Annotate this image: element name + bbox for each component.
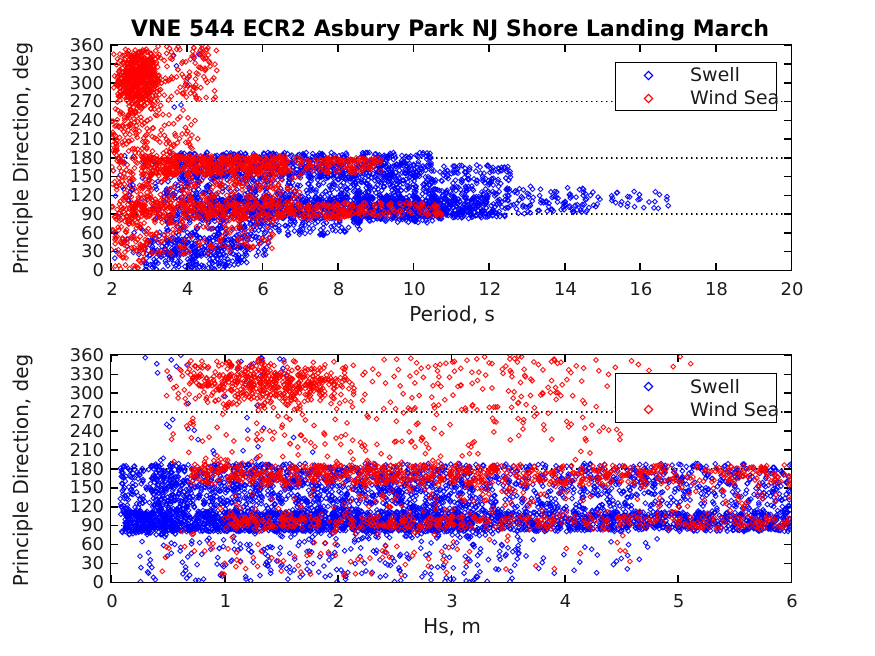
swell-diamond-marker-icon	[643, 381, 654, 392]
y-tick-label: 210	[69, 128, 104, 150]
wind-sea-diamond-marker-icon	[643, 404, 654, 415]
legend-item-wind-sea: Wind Sea	[616, 87, 780, 109]
y-tick-label: 270	[69, 91, 104, 113]
y-tick-label: 210	[69, 439, 104, 461]
y-tick-label: 90	[81, 515, 104, 537]
y-tick-label: 180	[69, 147, 104, 169]
y-tick-label: 300	[69, 72, 104, 94]
x-tick-label: 2	[332, 591, 345, 612]
top-legend: Swell Wind Sea	[615, 62, 780, 111]
y-tick-label: 30	[81, 553, 104, 575]
y-tick-label: 60	[81, 534, 104, 556]
y-tick-label: 360	[69, 345, 104, 366]
top-x-axis-label: Period, s	[409, 302, 495, 326]
bottom-x-axis-label: Hs, m	[423, 614, 481, 638]
x-tick-label: 0	[106, 591, 118, 612]
y-tick-label: 0	[92, 572, 104, 593]
x-tick-label: 16	[629, 279, 653, 300]
legend-item-swell: Swell	[616, 64, 776, 86]
y-tick-label: 150	[69, 166, 104, 188]
legend-item-swell: Swell	[616, 375, 776, 398]
x-tick-label: 6	[786, 591, 798, 612]
legend-label-swell: Swell	[690, 64, 740, 86]
bottom-legend: Swell Wind Sea	[615, 373, 780, 423]
legend-item-wind-sea: Wind Sea	[616, 398, 780, 421]
y-tick-label: 0	[92, 260, 104, 281]
x-tick-label: 12	[478, 279, 502, 300]
x-tick-label: 2	[106, 279, 118, 300]
legend-label-wind-sea: Wind Sea	[690, 398, 780, 421]
x-tick-label: 3	[446, 591, 458, 612]
x-tick-label: 10	[402, 279, 426, 300]
y-tick-label: 330	[69, 53, 104, 75]
top-y-axis-label: Principle Direction, deg	[9, 41, 33, 275]
legend-label-swell: Swell	[690, 375, 740, 398]
chart-title: VNE 544 ECR2 Asbury Park NJ Shore Landin…	[130, 17, 770, 42]
legend-label-wind-sea: Wind Sea	[690, 87, 780, 109]
x-tick-label: 1	[219, 591, 232, 612]
x-tick-label: 14	[553, 279, 577, 300]
x-tick-label: 20	[780, 279, 804, 300]
y-tick-label: 180	[69, 458, 104, 480]
x-tick-label: 5	[672, 591, 685, 612]
swell-diamond-marker-icon	[643, 69, 654, 81]
y-tick-label: 360	[69, 35, 104, 56]
bottom-y-axis-label: Principle Direction, deg	[9, 353, 33, 587]
x-tick-label: 4	[559, 591, 572, 612]
wind-sea-diamond-marker-icon	[643, 92, 654, 104]
y-tick-label: 60	[81, 222, 104, 244]
y-tick-label: 120	[69, 185, 104, 206]
x-tick-label: 18	[704, 279, 728, 300]
y-tick-label: 90	[81, 203, 104, 225]
y-tick-label: 30	[81, 241, 104, 263]
y-tick-label: 270	[69, 401, 104, 423]
x-tick-label: 6	[257, 279, 269, 300]
y-tick-label: 240	[69, 420, 104, 442]
y-tick-label: 120	[69, 496, 104, 518]
y-tick-label: 150	[69, 477, 104, 499]
y-tick-label: 300	[69, 382, 104, 404]
x-tick-label: 8	[332, 279, 345, 300]
y-tick-label: 330	[69, 363, 104, 385]
y-tick-label: 240	[69, 110, 104, 131]
x-tick-label: 4	[181, 279, 194, 300]
